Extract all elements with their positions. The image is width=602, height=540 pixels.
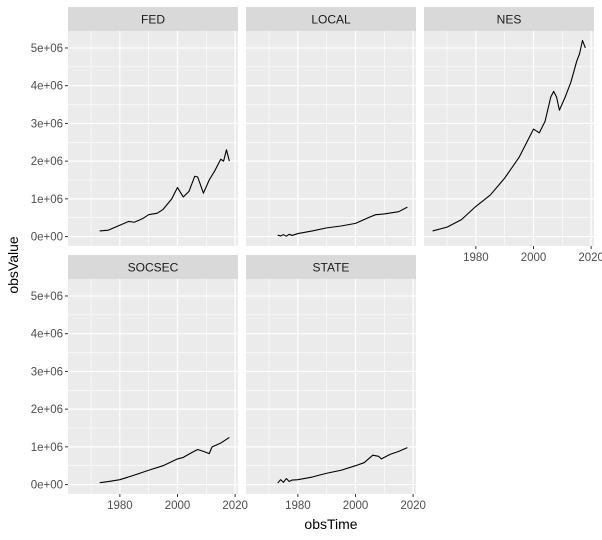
facet-strip (246, 7, 416, 31)
series-line-fed (99, 149, 230, 232)
series-line-nes (432, 39, 586, 232)
y-axis-title: obsValue (5, 236, 21, 294)
series-line-local (277, 206, 408, 237)
facet-strip (424, 7, 594, 31)
facet-panel-state: STATE (246, 255, 416, 494)
panel-background (246, 279, 416, 494)
facet-panels: FED LOCAL NES SOCSEC STATE (68, 7, 594, 494)
y-tick-label: 0e+00 (31, 480, 63, 492)
facet-panel-nes: NES (424, 7, 594, 246)
x-tick-label: 2000 (521, 252, 547, 264)
x-tick-label: 2020 (222, 500, 248, 512)
y-tick-label: 2e+06 (31, 404, 63, 416)
x-axis-title: obsTime (304, 516, 357, 532)
x-tick-label: 1980 (463, 252, 489, 264)
x-tick-label: 2020 (400, 500, 426, 512)
y-tick-label: 4e+06 (31, 329, 63, 341)
y-tick-label: 3e+06 (31, 118, 63, 130)
x-tick-label: 2000 (165, 500, 191, 512)
y-tick-label: 5e+06 (31, 43, 63, 55)
facet-panel-local: LOCAL (246, 7, 416, 246)
facet-strip (68, 255, 238, 279)
y-tick-label: 3e+06 (31, 366, 63, 378)
panel-background (68, 279, 238, 494)
y-tick-label: 2e+06 (31, 156, 63, 168)
axes: 1980 2000 2020 1980 2000 2020 1980 2000 2020 0e+0… (31, 43, 602, 512)
y-tick-label: 1e+06 (31, 194, 63, 206)
y-tick-label: 4e+06 (31, 81, 63, 93)
facet-panel-socsec: SOCSEC (68, 255, 238, 494)
y-tick-label: 5e+06 (31, 291, 63, 303)
facet-strip-label: FED (141, 13, 165, 27)
facet-strip-label: STATE (313, 261, 350, 275)
facet-strip-label: LOCAL (311, 13, 351, 27)
facet-strip-label: SOCSEC (128, 261, 179, 275)
panel-background (424, 31, 594, 246)
x-tick-label: 1980 (107, 500, 133, 512)
facet-strip (246, 255, 416, 279)
panel-background (246, 31, 416, 246)
facet-strip-label: NES (497, 13, 522, 27)
series-line-socsec (99, 436, 230, 484)
x-tick-label: 2000 (343, 500, 369, 512)
facet-panel-fed: FED (68, 7, 238, 246)
y-tick-label: 1e+06 (31, 442, 63, 454)
x-tick-label: 2020 (578, 252, 602, 264)
y-tick-label: 0e+00 (31, 232, 63, 244)
facet-strip (68, 7, 238, 31)
x-tick-label: 1980 (285, 500, 311, 512)
series-line-state (277, 447, 408, 484)
